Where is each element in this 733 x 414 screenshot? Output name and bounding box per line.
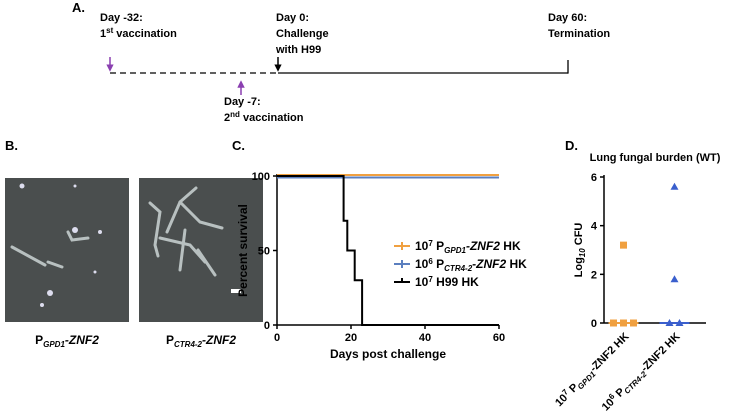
legend-label: 107 PGPD1-ZNF2 HK [415,239,521,255]
micrograph [139,178,263,322]
text-part: -ZNF2 [466,239,500,253]
text-part: 10 [415,239,429,253]
event-text: 2nd vaccination [224,110,304,124]
legend-label: 107 H99 HK [415,275,479,289]
x-tick-label: 60 [493,332,505,344]
panel-label: D. [565,138,578,153]
image-caption: PGPD1-ZNF2 [35,333,99,349]
text-part: 2 [224,112,230,124]
point [630,319,637,327]
text-part: 10 [415,257,429,271]
panel-label: B. [5,138,18,153]
text-part: GPD1 [43,340,65,349]
event-day: Day -32: [100,12,143,24]
text-part: P [433,257,444,271]
text-part: Challenge [276,28,329,40]
event-day: Day 60: [548,12,587,24]
y-axis-label: Percent survival [236,204,250,297]
text-part: st [106,26,113,35]
text-part: Termination [548,28,610,40]
panel-label: A. [72,0,85,15]
text-part: -ZNF2 [472,257,506,271]
x-axis-label: Days post challenge [330,347,446,361]
x-tick-label: 0 [274,332,280,344]
text-part: nd [230,110,240,119]
event-day: Day -7: [224,96,261,108]
chart-title: Lung fungal burden (WT) [590,152,721,164]
event-text: Challenge [276,28,329,40]
y-tick-label: 0 [591,318,597,330]
text-part: vaccination [240,112,304,124]
text-part: -ZNF2 [65,333,99,347]
point [675,319,684,326]
x-tick-label: 40 [419,332,431,344]
text-part: 10 [415,275,429,289]
x-tick-label: 20 [345,332,357,344]
event-text: 1st vaccination [100,26,177,40]
y-tick-label: 50 [258,246,270,258]
y-tick-label: 0 [264,320,270,332]
text-part: 6 [607,391,617,401]
y-axis-label: Log10 CFU [573,223,587,278]
cells [10,186,224,277]
text-part: -ZNF2 HK [639,331,683,375]
point [620,319,627,327]
survival-line [277,175,499,326]
point [665,319,674,326]
text-part: -ZNF2 HK [588,331,632,375]
text-part: Log [573,257,585,277]
legend-label: 106 PCTR4-2-ZNF2 HK [415,257,527,273]
text-part: CFU [573,223,585,249]
text-part: P [166,333,174,347]
panel-label: C. [232,138,245,153]
y-tick-label: 4 [591,221,598,233]
event-text: with H99 [275,44,321,56]
text-part: 7 [428,275,433,284]
text-part: 10 [578,248,587,257]
text-part: 1 [100,28,106,40]
text-part: 7 [560,387,570,397]
text-part: with H99 [275,44,321,56]
text-part: P [35,333,43,347]
point [670,275,679,283]
y-tick-label: 6 [591,172,597,184]
text-part: -ZNF2 [202,333,236,347]
text-part: CTR4-2 [174,340,203,349]
micrograph [5,178,129,322]
image-caption: PCTR4-2-ZNF2 [166,333,236,349]
point [620,241,627,249]
scale-bar [231,289,241,293]
text-part: 7 [428,239,433,248]
y-tick-label: 100 [252,171,270,183]
event-text: Termination [548,28,610,40]
cells [19,183,102,307]
text-part: P [433,239,444,253]
event-day: Day 0: [276,12,309,24]
text-part: vaccination [113,28,177,40]
y-tick-label: 2 [591,269,597,281]
text-part: HK [500,239,521,253]
text-part: CTR4-2 [444,264,473,273]
text-part: HK [506,257,527,271]
text-part: H99 HK [433,275,479,289]
point [670,182,679,190]
text-part: 6 [428,257,433,266]
text-part: GPD1 [444,246,466,255]
point [610,319,617,327]
